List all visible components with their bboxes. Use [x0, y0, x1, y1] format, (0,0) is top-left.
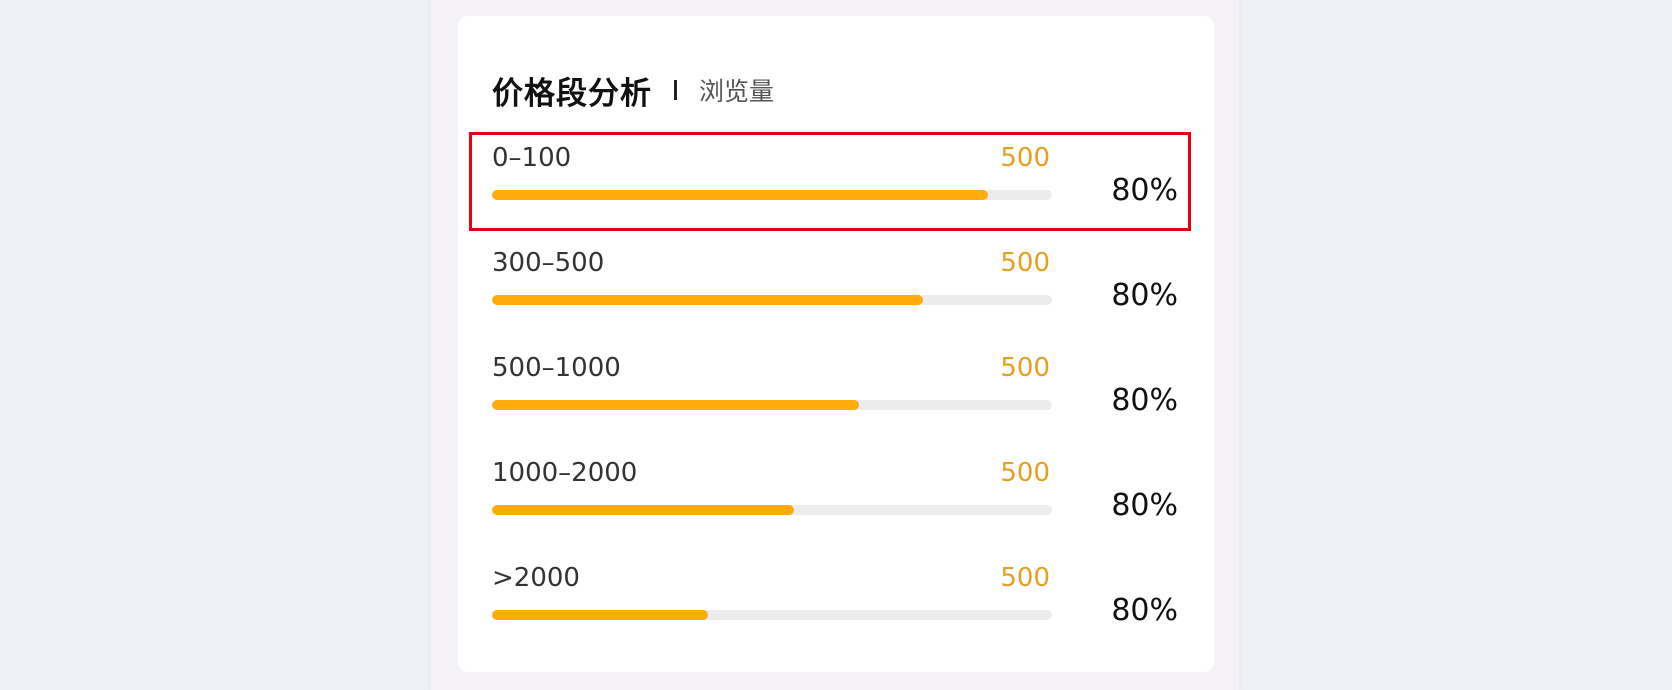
selection-highlight [469, 132, 1191, 231]
price-range-label: 500–1000 [492, 353, 621, 383]
price-range-list: 0–100 500 80% 300–500 500 80% 500–1000 5… [458, 116, 1214, 641]
card-header: 价格段分析 浏览量 [492, 66, 774, 114]
price-range-percent: 80% [1111, 278, 1178, 313]
progress-bar-track [492, 295, 1052, 305]
progress-bar-fill [492, 190, 988, 200]
progress-bar-fill [492, 400, 859, 410]
progress-bar-track [492, 400, 1052, 410]
progress-bar-track [492, 505, 1052, 515]
progress-bar-track [492, 190, 1052, 200]
price-range-label: 300–500 [492, 248, 605, 278]
price-range-row[interactable]: 0–100 500 80% [458, 116, 1214, 231]
price-range-value: 500 [1000, 143, 1050, 173]
price-range-row[interactable]: 500–1000 500 80% [458, 326, 1214, 431]
price-range-value: 500 [1000, 248, 1050, 278]
progress-bar-fill [492, 295, 924, 305]
price-range-row[interactable]: 300–500 500 80% [458, 221, 1214, 326]
price-range-percent: 80% [1111, 383, 1178, 418]
price-range-row[interactable]: 1000–2000 500 80% [458, 431, 1214, 536]
price-range-analysis-card: 价格段分析 浏览量 0–100 500 80% 300–500 500 80% … [458, 16, 1214, 672]
price-range-label: 0–100 [492, 143, 572, 173]
progress-bar-track [492, 610, 1052, 620]
price-range-value: 500 [1000, 458, 1050, 488]
price-range-percent: 80% [1111, 488, 1178, 523]
header-divider [674, 80, 677, 100]
price-range-value: 500 [1000, 353, 1050, 383]
metric-subtitle[interactable]: 浏览量 [699, 77, 775, 106]
price-range-value: 500 [1000, 563, 1050, 593]
price-range-percent: 80% [1111, 593, 1178, 628]
progress-bar-fill [492, 610, 708, 620]
price-range-percent: 80% [1111, 173, 1178, 208]
card-title: 价格段分析 [492, 75, 652, 112]
progress-bar-fill [492, 505, 795, 515]
price-range-label: >2000 [492, 563, 580, 593]
price-range-label: 1000–2000 [492, 458, 638, 488]
price-range-row[interactable]: >2000 500 80% [458, 536, 1214, 641]
